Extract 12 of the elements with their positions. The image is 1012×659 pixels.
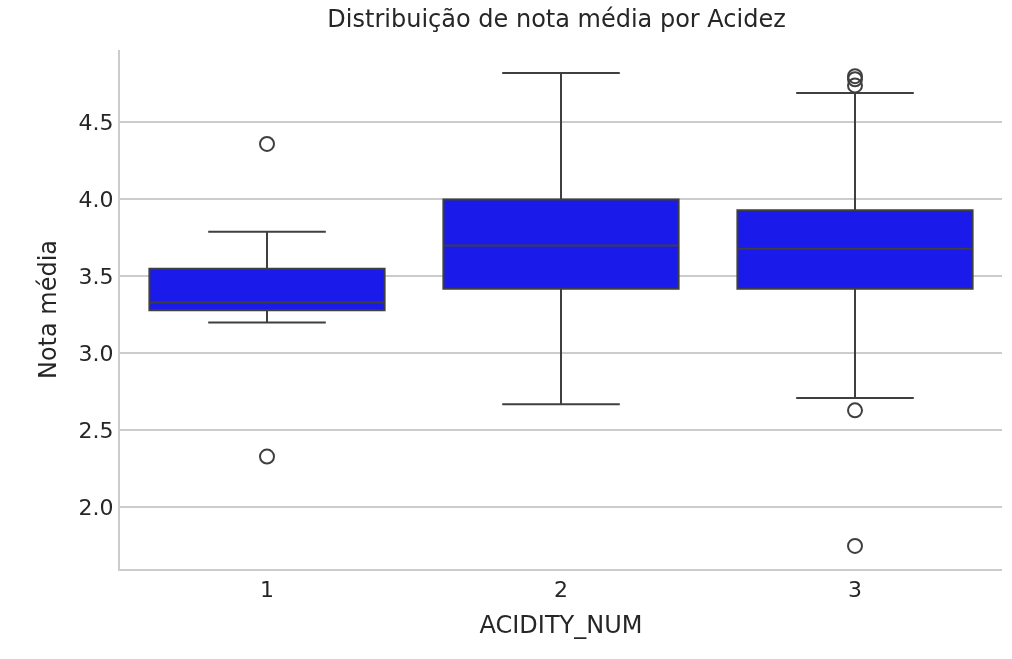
y-tick-label: 4.0: [78, 187, 114, 213]
x-axis-title: ACIDITY_NUM: [479, 611, 643, 640]
x-tick-label: 1: [260, 577, 274, 603]
y-tick-label: 2.0: [78, 495, 114, 521]
y-axis-title: Nota média: [34, 239, 63, 380]
y-tick-label: 2.5: [78, 418, 114, 444]
chart-title: Distribuição de nota média por Acidez: [327, 4, 786, 33]
y-tick-label: 3.0: [78, 341, 114, 367]
x-tick-label: 3: [848, 577, 862, 603]
y-tick-label: 3.5: [78, 264, 114, 290]
y-tick-label: 4.5: [78, 110, 114, 136]
x-tick-label: 2: [554, 577, 568, 603]
